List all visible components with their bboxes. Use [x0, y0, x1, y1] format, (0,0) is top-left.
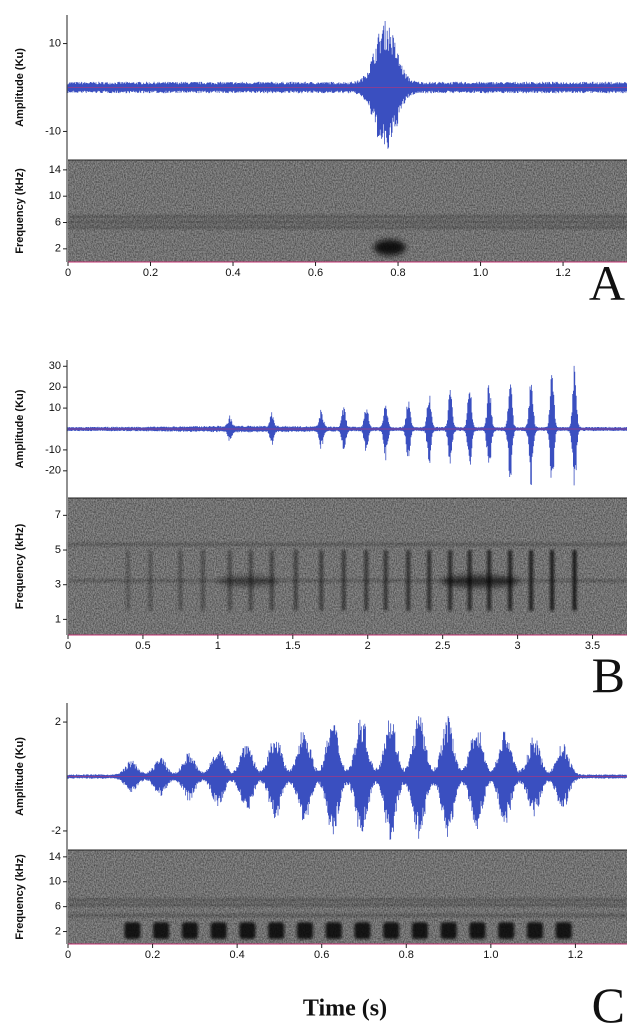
- panel-letter: C: [592, 977, 625, 1028]
- waveform: [68, 716, 627, 840]
- x-tick-label: 0.8: [399, 949, 414, 961]
- spectrogram-noise: [68, 498, 627, 635]
- x-tick-label: 1.0: [483, 949, 498, 961]
- y-tick-label: -10: [45, 125, 61, 137]
- x-tick-label: 0.8: [390, 267, 405, 279]
- y-tick-label: -10: [45, 444, 61, 456]
- y-tick-label: 10: [49, 402, 61, 414]
- waveform: [68, 366, 627, 486]
- y-tick-label: 10: [49, 37, 61, 49]
- x-tick-label: 2.5: [435, 640, 450, 652]
- y-tick-label: -2: [51, 825, 61, 837]
- x-tick-label: 0: [65, 640, 71, 652]
- x-tick-label: 0.2: [143, 267, 158, 279]
- panel-letter: A: [589, 255, 625, 311]
- x-tick-label: 1: [215, 640, 221, 652]
- y-tick-label: 6: [55, 901, 61, 913]
- x-tick-label: 0.6: [308, 267, 323, 279]
- x-tick-label: 0.2: [145, 949, 160, 961]
- y-tick-label: 30: [49, 360, 61, 372]
- y-axis-title: Amplitude (Ku): [14, 389, 26, 468]
- y-tick-label: 2: [55, 716, 61, 728]
- x-tick-label: 0: [65, 949, 71, 961]
- y-axis-title: Amplitude (Ku): [14, 48, 26, 127]
- y-tick-label: 6: [55, 216, 61, 228]
- y-tick-label: 10: [49, 190, 61, 202]
- y-tick-label: 2: [55, 925, 61, 937]
- x-tick-label: 2: [365, 640, 371, 652]
- y-tick-label: 10: [49, 876, 61, 888]
- y-tick-label: 7: [55, 509, 61, 521]
- panel-letter: B: [592, 647, 625, 703]
- y-tick-label: 2: [55, 243, 61, 255]
- x-tick-label: 0.5: [135, 640, 150, 652]
- waveform: [68, 21, 627, 149]
- figure: Time (s) 10-1014106200.20.40.60.81.01.2A…: [0, 0, 627, 1028]
- x-tick-label: 0.6: [314, 949, 329, 961]
- y-tick-label: 5: [55, 544, 61, 556]
- spectrogram-noise: [68, 850, 627, 944]
- x-tick-label: 1.5: [285, 640, 300, 652]
- y-tick-label: 1: [55, 613, 61, 625]
- y-axis-title: Frequency (kHz): [14, 168, 26, 254]
- y-tick-label: 14: [49, 164, 61, 176]
- x-tick-label: 1.0: [473, 267, 488, 279]
- x-tick-label: 0: [65, 267, 71, 279]
- x-axis-title: Time (s): [303, 996, 387, 1022]
- y-axis-title: Frequency (kHz): [14, 523, 26, 609]
- x-tick-label: 0.4: [229, 949, 244, 961]
- x-tick-label: 1.2: [568, 949, 583, 961]
- y-tick-label: 14: [49, 851, 61, 863]
- y-tick-label: 3: [55, 579, 61, 591]
- spectrogram-noise: [68, 160, 627, 262]
- y-axis-title: Amplitude (Ku): [14, 737, 26, 816]
- x-tick-label: 0.4: [225, 267, 240, 279]
- x-tick-label: 3: [515, 640, 521, 652]
- y-axis-title: Frequency (kHz): [14, 854, 26, 940]
- y-tick-label: -20: [45, 465, 61, 477]
- x-tick-label: 1.2: [555, 267, 570, 279]
- y-tick-label: 20: [49, 381, 61, 393]
